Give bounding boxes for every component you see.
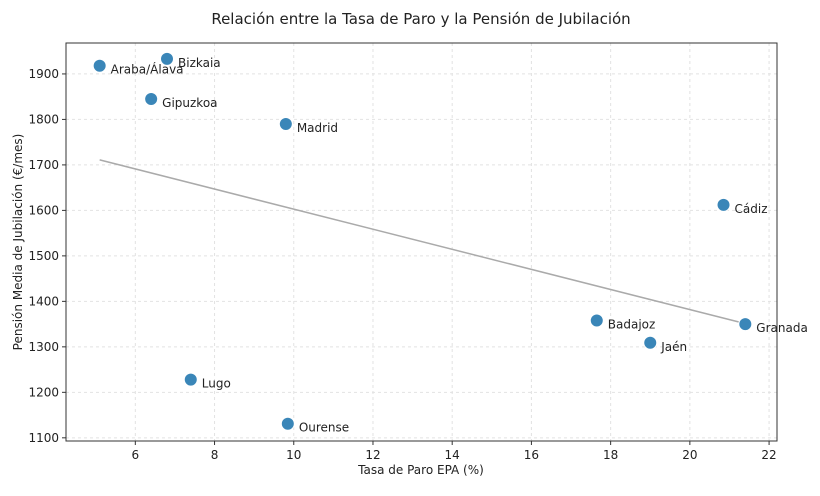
data-point	[738, 317, 753, 332]
y-tick-label: 1200	[28, 385, 59, 399]
data-point	[160, 51, 175, 66]
x-axis-label: Tasa de Paro EPA (%)	[357, 463, 484, 477]
x-tick-label: 8	[211, 448, 219, 462]
x-tick-label: 12	[365, 448, 380, 462]
data-point	[589, 313, 604, 328]
point-label: Cádiz	[735, 202, 768, 216]
data-point	[280, 416, 295, 431]
y-tick-label: 1800	[28, 112, 59, 126]
point-label: Gipuzkoa	[162, 96, 217, 110]
grid	[66, 43, 777, 441]
x-tick-label: 18	[603, 448, 618, 462]
point-label: Araba/Álava	[111, 62, 184, 77]
point-label: Granada	[756, 321, 808, 335]
x-tick-label: 16	[524, 448, 539, 462]
y-tick-label: 1300	[28, 340, 59, 354]
point-label: Madrid	[297, 121, 338, 135]
data-point	[278, 116, 293, 131]
point-label: Jaén	[660, 340, 687, 354]
data-point	[643, 335, 658, 350]
y-tick-label: 1700	[28, 158, 59, 172]
y-axis-label: Pensión Media de Jubilación (€/mes)	[11, 134, 25, 351]
point-label: Badajoz	[608, 317, 656, 331]
data-point	[716, 197, 731, 212]
y-tick-label: 1500	[28, 249, 59, 263]
point-label: Bizkaia	[178, 56, 221, 70]
data-point	[144, 91, 159, 106]
y-tick-label: 1900	[28, 67, 59, 81]
x-tick-label: 22	[761, 448, 776, 462]
y-tick-label: 1600	[28, 203, 59, 217]
x-tick-label: 20	[682, 448, 697, 462]
x-tick-label: 6	[131, 448, 139, 462]
y-tick-label: 1400	[28, 294, 59, 308]
x-tick-label: 14	[445, 448, 460, 462]
data-point	[183, 372, 198, 387]
data-point	[92, 58, 107, 73]
plot-frame	[65, 42, 778, 442]
y-tick-label: 1100	[28, 431, 59, 445]
chart-title: Relación entre la Tasa de Paro y la Pens…	[211, 10, 630, 28]
point-label: Ourense	[299, 421, 349, 435]
trend-line	[99, 159, 746, 325]
x-tick-label: 10	[286, 448, 301, 462]
point-label: Lugo	[202, 377, 231, 391]
axis-ticks: 6 8 10 12 14 16 18 20 22 1100 1200 1300 1400 1500 1600…	[28, 67, 776, 462]
